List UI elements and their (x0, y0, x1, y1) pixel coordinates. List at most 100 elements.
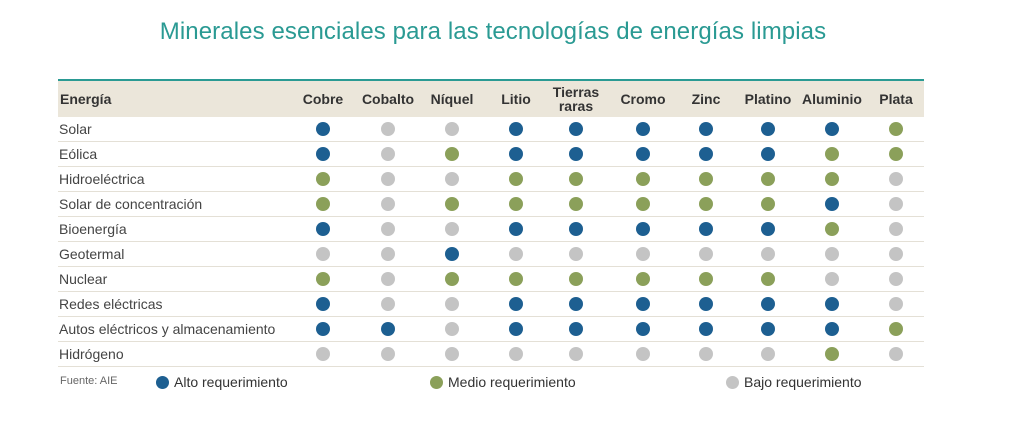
requirement-dot-bajo (699, 347, 713, 361)
requirement-dot-medio (569, 197, 583, 211)
row-label: Eólica (59, 146, 98, 162)
requirement-dot-bajo (381, 347, 395, 361)
requirement-dot-bajo (825, 272, 839, 286)
requirement-dot-alto (445, 247, 459, 261)
row-label: Solar de concentración (59, 196, 203, 212)
requirement-dot-medio (889, 147, 903, 161)
requirement-dot-alto (569, 222, 583, 236)
legend-item-medio: Medio requerimiento (430, 372, 576, 392)
requirement-dot-bajo (509, 247, 523, 261)
legend-dot-alto (156, 375, 169, 389)
requirement-dot-bajo (889, 272, 903, 286)
requirement-dot-medio (316, 197, 330, 211)
requirement-dot-medio (316, 272, 330, 286)
requirement-dot-alto (509, 222, 523, 236)
column-header: Aluminio (802, 91, 862, 107)
row-label: Redes eléctricas (59, 296, 163, 312)
requirement-dot-alto (569, 322, 583, 336)
requirement-dot-bajo (381, 147, 395, 161)
requirement-dot-alto (509, 297, 523, 311)
requirement-dot-bajo (825, 247, 839, 261)
requirement-dot-bajo (445, 122, 459, 136)
legend-label-bajo: Bajo requerimiento (744, 374, 862, 390)
requirement-dot-bajo (445, 222, 459, 236)
requirement-dot-alto (636, 222, 650, 236)
requirement-dot-bajo (636, 247, 650, 261)
requirement-dot-alto (761, 297, 775, 311)
requirement-dot-bajo (636, 347, 650, 361)
requirement-dot-medio (509, 272, 523, 286)
row-label: Hidrógeno (59, 346, 124, 362)
requirement-dot-bajo (509, 347, 523, 361)
column-header: Cobalto (361, 91, 415, 107)
requirement-dot-medio (761, 197, 775, 211)
legend: Fuente: AIE Alto requerimiento Medio req… (58, 372, 938, 392)
row-label: Bioenergía (59, 221, 127, 237)
requirement-dot-alto (569, 122, 583, 136)
requirement-dot-alto (381, 322, 395, 336)
requirement-dot-bajo (889, 222, 903, 236)
table-row: Autos eléctricos y almacenamiento (58, 317, 924, 342)
requirement-dot-alto (761, 122, 775, 136)
table-row: Hidroeléctrica (58, 167, 924, 192)
requirement-dot-alto (636, 147, 650, 161)
column-header: Platino (744, 91, 792, 107)
row-label: Autos eléctricos y almacenamiento (59, 321, 276, 337)
table-row: Nuclear (58, 267, 924, 292)
row-label: Nuclear (59, 271, 108, 287)
requirement-dot-bajo (699, 247, 713, 261)
requirement-dot-alto (636, 322, 650, 336)
requirement-dot-bajo (761, 247, 775, 261)
requirement-dot-bajo (445, 322, 459, 336)
legend-dot-medio (430, 375, 443, 389)
table-row: Redes eléctricas (58, 292, 924, 317)
requirement-dot-alto (509, 322, 523, 336)
requirement-dot-bajo (445, 347, 459, 361)
table-row: Eólica (58, 142, 924, 167)
requirement-dot-bajo (889, 247, 903, 261)
requirement-dot-alto (569, 297, 583, 311)
requirement-dot-bajo (381, 222, 395, 236)
column-header: Plata (879, 91, 913, 107)
requirement-dot-alto (569, 147, 583, 161)
requirement-dot-alto (316, 297, 330, 311)
row-label: Hidroeléctrica (59, 171, 145, 187)
requirement-dot-bajo (445, 172, 459, 186)
requirement-dot-bajo (889, 297, 903, 311)
column-header: Cobre (302, 91, 344, 107)
requirement-dot-bajo (381, 172, 395, 186)
column-header: Cromo (620, 91, 666, 107)
requirement-dot-medio (509, 197, 523, 211)
legend-item-alto: Alto requerimiento (156, 372, 288, 392)
requirement-dot-medio (636, 172, 650, 186)
table-row: Geotermal (58, 242, 924, 267)
requirement-dot-medio (445, 197, 459, 211)
table-row: Solar de concentración (58, 192, 924, 217)
requirement-dot-bajo (381, 197, 395, 211)
requirement-dot-alto (699, 222, 713, 236)
requirement-dot-medio (889, 322, 903, 336)
table-row: Hidrógeno (58, 342, 924, 367)
table-header: Energía Cobre Cobalto Níquel Litio Tierras r… (58, 81, 924, 117)
requirement-dot-bajo (889, 197, 903, 211)
requirement-dot-bajo (316, 347, 330, 361)
requirement-dot-medio (825, 172, 839, 186)
requirement-dot-alto (316, 122, 330, 136)
requirement-dot-alto (699, 122, 713, 136)
requirement-dot-alto (636, 122, 650, 136)
row-label: Geotermal (59, 246, 125, 262)
requirement-dot-bajo (889, 347, 903, 361)
table-row: Solar (58, 117, 924, 142)
requirement-dot-medio (825, 347, 839, 361)
requirement-dot-alto (699, 322, 713, 336)
requirement-dot-medio (825, 222, 839, 236)
requirement-dot-medio (445, 272, 459, 286)
table-row: Bioenergía (58, 217, 924, 242)
requirement-dot-bajo (889, 172, 903, 186)
legend-dot-bajo (726, 375, 739, 389)
requirement-dot-medio (509, 172, 523, 186)
requirement-dot-alto (825, 322, 839, 336)
requirement-dot-alto (509, 147, 523, 161)
requirement-dot-medio (569, 172, 583, 186)
requirement-dot-bajo (381, 122, 395, 136)
